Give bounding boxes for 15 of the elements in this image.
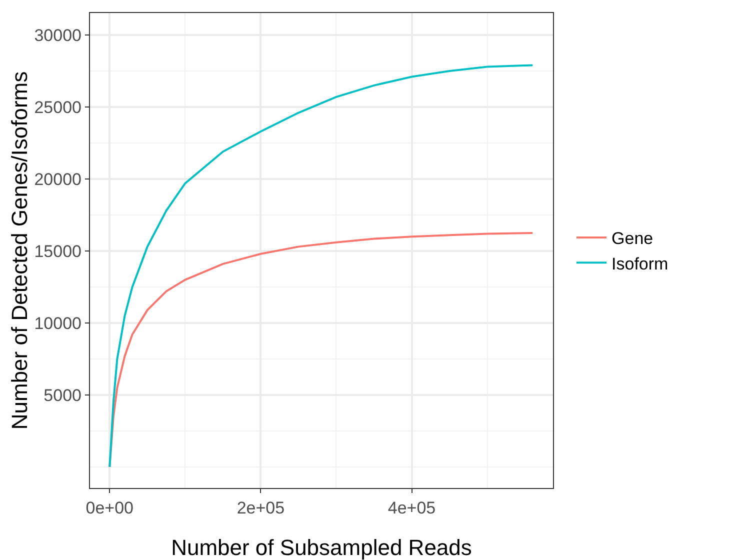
x-axis-title: Number of Subsampled Reads: [171, 535, 472, 560]
x-tick-label: 4e+05: [388, 498, 436, 518]
y-tick-label: 10000: [34, 314, 82, 333]
y-tick-label: 25000: [34, 98, 82, 117]
y-axis-title: Number of Detected Genes/Isoforms: [7, 71, 32, 430]
y-tick-label: 15000: [34, 242, 82, 261]
line-series: [108, 232, 534, 468]
x-tick-label: 0e+00: [86, 498, 134, 518]
x-tick-label: 2e+05: [236, 498, 285, 518]
y-tick-label: 5000: [44, 386, 82, 405]
legend-label: Isoform: [612, 254, 668, 274]
line-series: [108, 64, 534, 468]
legend-label: Gene: [612, 229, 654, 248]
y-tick-label: 30000: [34, 26, 82, 45]
y-tick-label: 20000: [34, 170, 82, 189]
